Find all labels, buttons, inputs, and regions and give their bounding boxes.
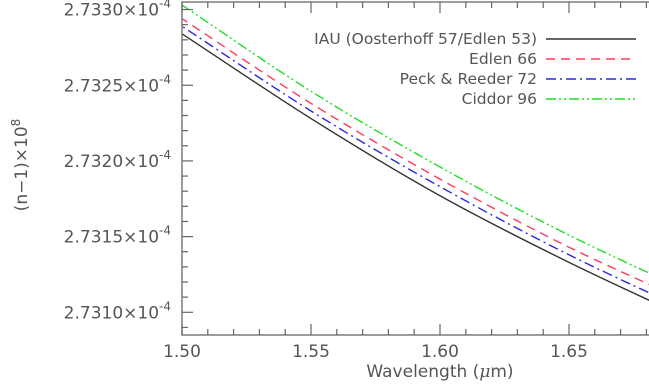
x-tick-label: 1.65: [550, 342, 588, 362]
legend-label: Peck & Reeder 72: [400, 70, 537, 88]
legend-label: Ciddor 96: [462, 90, 537, 108]
legend: IAU (Oosterhoff 57/Edlen 53) Edlen 66 Peck…: [314, 30, 636, 108]
x-tick-labels: 1.501.551.601.651.70: [163, 342, 588, 362]
y-axis-title-exponent: 8: [9, 119, 23, 127]
legend-label: Edlen 66: [469, 50, 537, 68]
ticks-layer: [181, 2, 648, 335]
y-tick-label: 2.7325×10-4: [64, 72, 171, 96]
y-tick-label: 2.7320×10-4: [64, 148, 171, 172]
plot-frame: [181, 1, 649, 336]
y-tick-label: 2.7310×10-4: [64, 299, 171, 323]
legend-label: IAU (Oosterhoff 57/Edlen 53): [314, 30, 537, 48]
x-tick-label: 1.60: [421, 342, 459, 362]
y-tick-label: 2.7315×10-4: [64, 224, 171, 248]
y-tick-labels: 2.7310×10-4 2.7315×10-4 2.7320×10-4 2.7325×…: [64, 0, 171, 323]
series-layer: [182, 4, 649, 301]
y-axis-title: (n−1)×108: [9, 119, 32, 212]
x-axis-unit-mu: μ: [479, 362, 490, 382]
series-line-2: [182, 17, 649, 286]
x-tick-label: 1.50: [163, 342, 201, 362]
y-tick-label: 2.7330×10-4: [64, 0, 171, 21]
x-tick-label: 1.55: [292, 342, 330, 362]
series-line-1: [182, 32, 649, 301]
x-axis-title: Wavelength (μm): [366, 362, 513, 382]
series-line-3: [182, 25, 649, 294]
